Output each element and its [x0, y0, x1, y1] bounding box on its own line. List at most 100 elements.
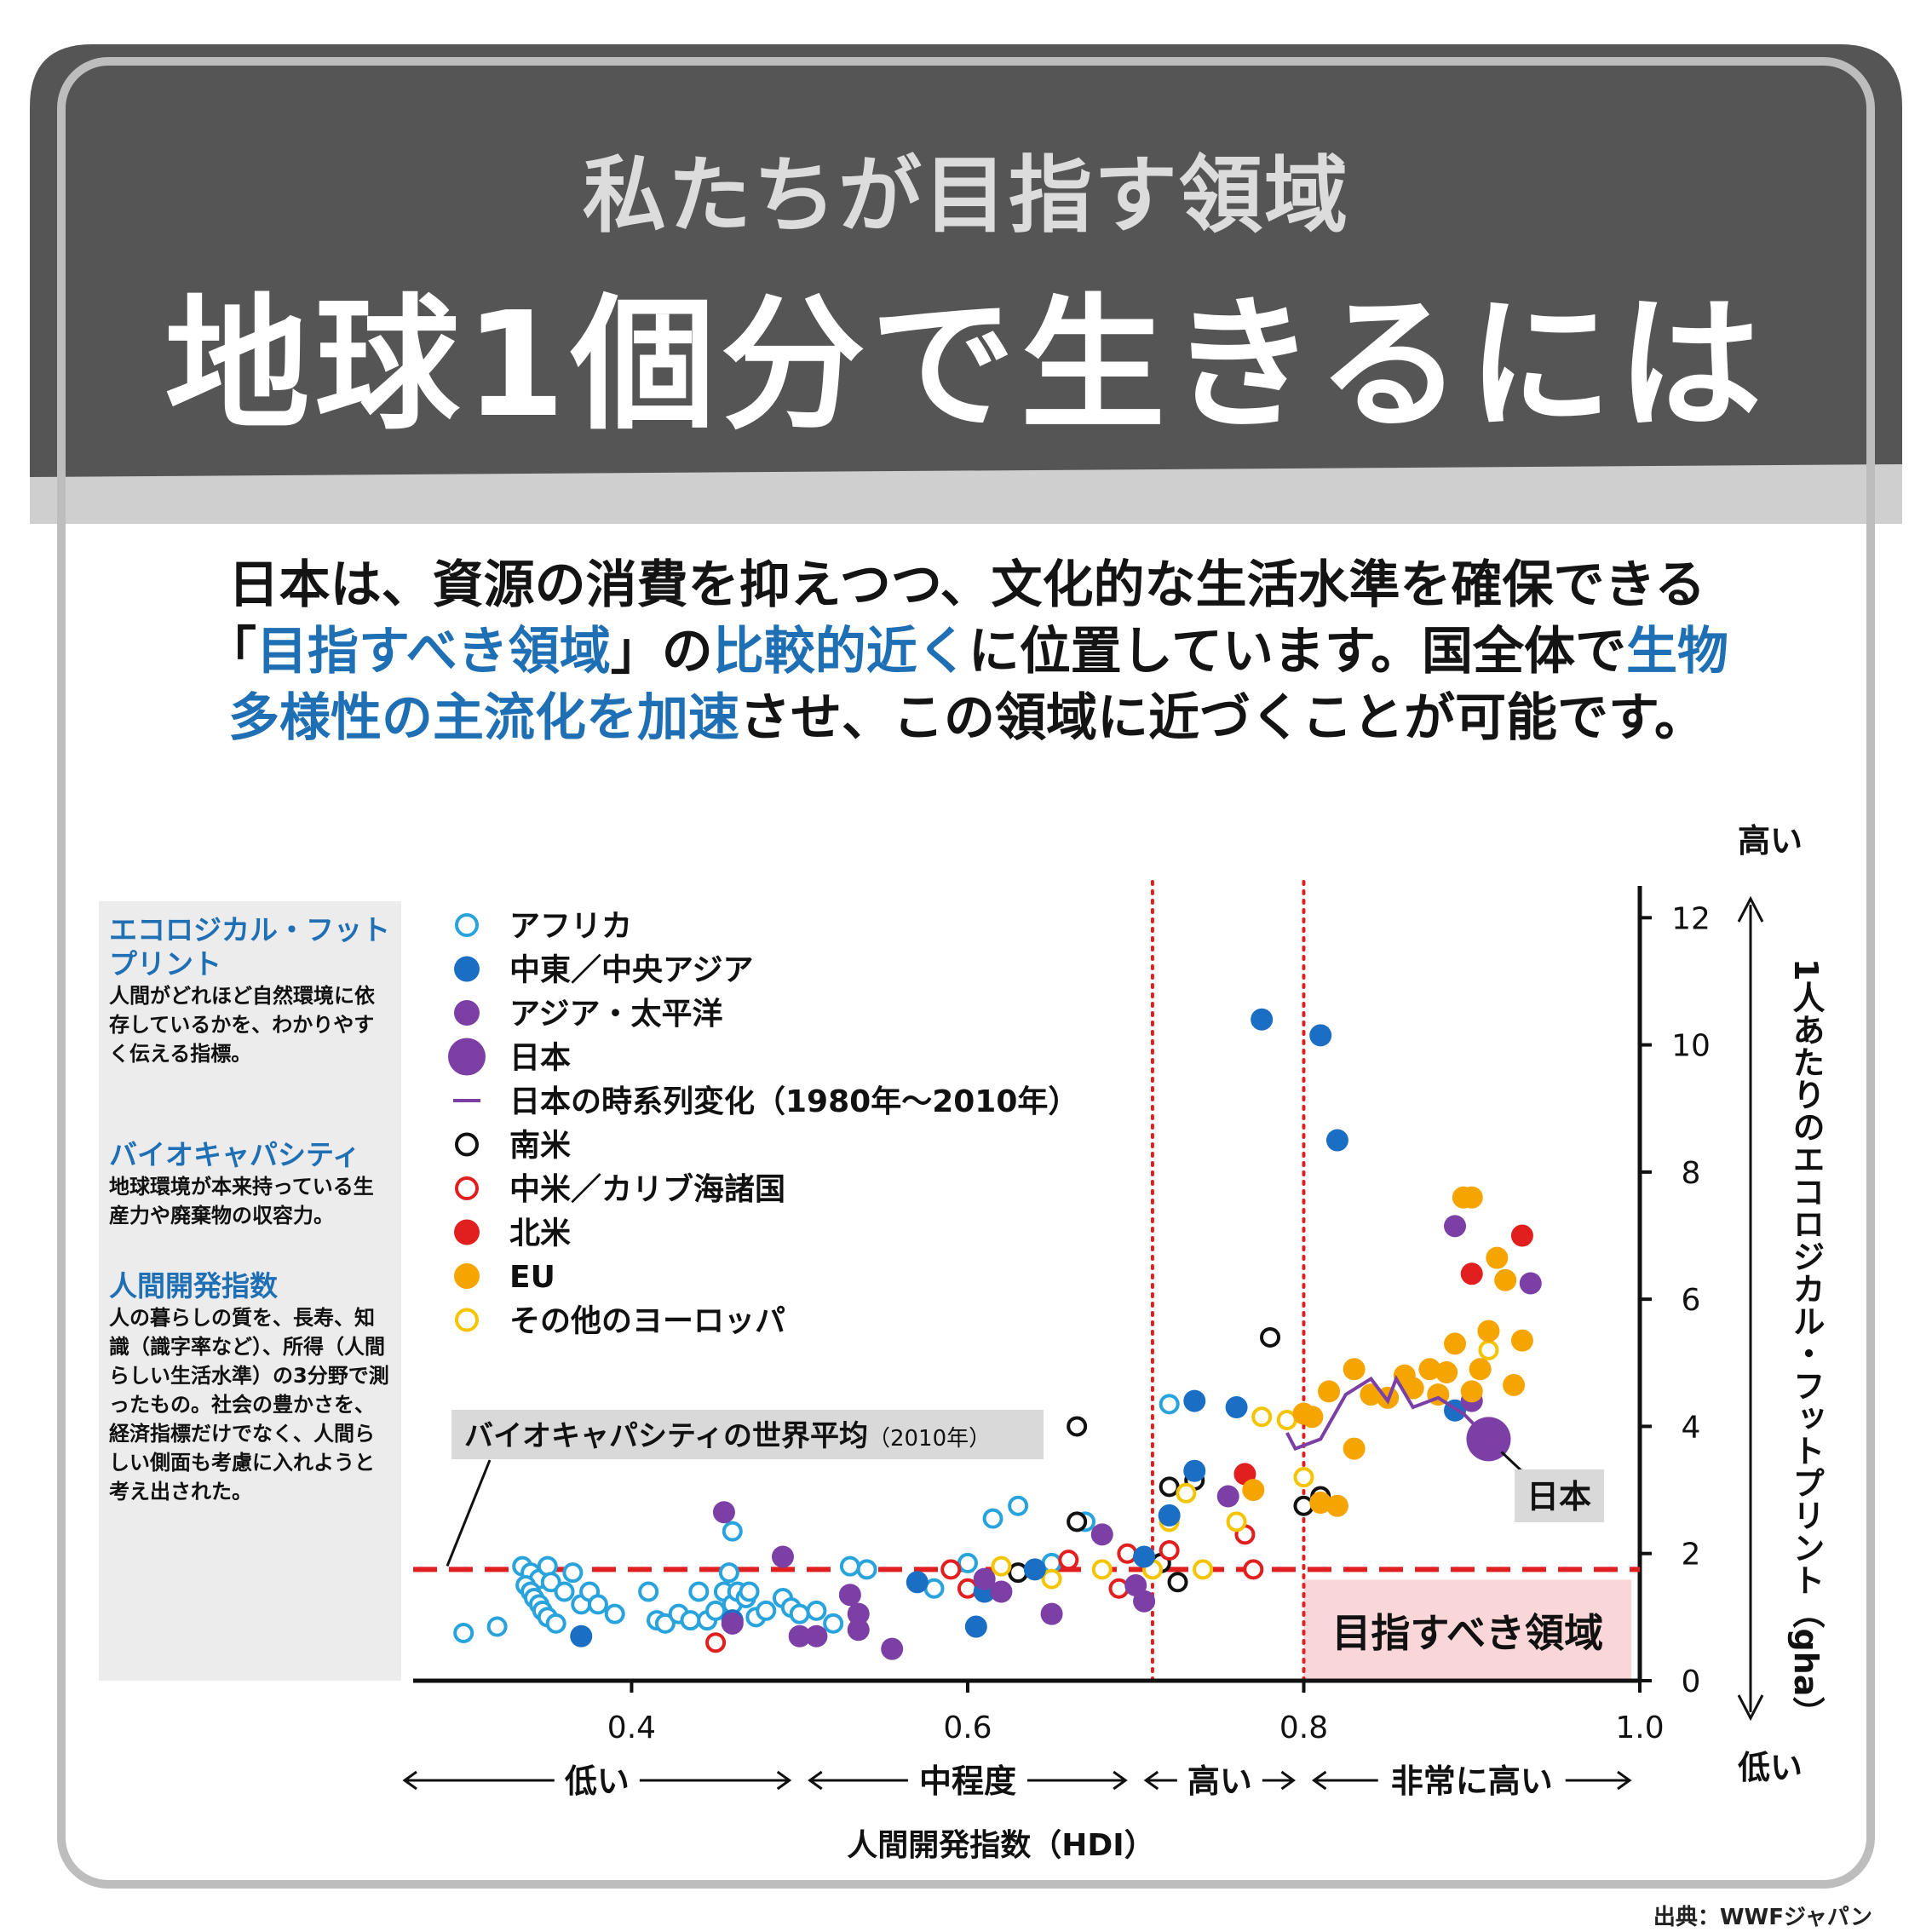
point-camerica	[1058, 1550, 1079, 1571]
x-tick-label: 0.6	[943, 1711, 992, 1745]
point-eu	[1309, 1492, 1332, 1515]
legend-marker-asia	[454, 1000, 480, 1026]
point-samerica	[1167, 1572, 1188, 1593]
point-africa	[756, 1600, 777, 1621]
point-asia	[990, 1580, 1013, 1603]
intro-line-1: 日本は、資源の消費を抑えつつ、文化的な生活水準を確保できる	[227, 555, 1706, 615]
point-eu	[1510, 1329, 1533, 1352]
point-eu	[1460, 1186, 1483, 1209]
point-asia	[805, 1624, 828, 1647]
point-africa	[486, 1616, 508, 1637]
point-eu	[1494, 1268, 1517, 1291]
point-asia	[838, 1584, 861, 1607]
point-mideast	[1158, 1504, 1181, 1527]
point-camerica	[1243, 1559, 1264, 1580]
point-africa	[654, 1613, 676, 1634]
point-africa	[789, 1603, 810, 1624]
def-title-footprint: エコロジカル・フットプリント	[109, 913, 390, 980]
point-eu	[1418, 1358, 1441, 1381]
point-africa	[1008, 1495, 1029, 1516]
point-mideast	[1251, 1008, 1274, 1031]
point-africa	[688, 1581, 710, 1602]
point-africa	[739, 1581, 760, 1602]
point-camerica	[957, 1578, 978, 1599]
point-eu	[1360, 1383, 1383, 1406]
point-africa	[806, 1600, 827, 1621]
hdi-category-arrowhead-left	[1311, 1770, 1327, 1791]
intro-highlight-bio: 生物	[1626, 622, 1728, 681]
def-title-biocapacity: バイオキャパシティ	[109, 1138, 361, 1171]
point-asia	[973, 1567, 996, 1590]
legend-label-samerica: 南米	[509, 1129, 571, 1164]
point-japan	[1466, 1417, 1511, 1462]
intro-highlight-mainstream: 多様性の主流化を加速	[228, 688, 739, 748]
point-asia	[1090, 1523, 1113, 1546]
point-namerica	[1460, 1262, 1483, 1285]
intro-line-3: 多様性の主流化を加速させ、この領域に近づくことが可能です。	[102, 685, 1831, 751]
biocapacity-label-box	[451, 1410, 1044, 1459]
legend-marker-oeurope	[455, 1308, 479, 1332]
point-eu	[1318, 1380, 1341, 1403]
y-axis-title: 1人あたりのエコロジカル・フットプリント（gha）	[1787, 958, 1825, 1728]
point-africa	[957, 1552, 978, 1573]
point-africa	[680, 1610, 701, 1631]
point-mideast	[906, 1571, 929, 1594]
point-eu	[1444, 1332, 1467, 1355]
point-africa	[604, 1603, 625, 1624]
point-asia	[847, 1619, 870, 1642]
point-eu	[1435, 1360, 1458, 1383]
point-africa	[1159, 1394, 1180, 1415]
point-eu	[1503, 1373, 1526, 1396]
intro-bracket-open: 「	[204, 622, 256, 681]
biocapacity-pointer-line	[446, 1459, 492, 1567]
point-oeurope	[1293, 1467, 1314, 1488]
japan-label-box	[1515, 1469, 1604, 1522]
point-africa	[545, 1613, 566, 1634]
point-mideast	[964, 1615, 987, 1638]
point-mideast	[1183, 1389, 1206, 1412]
y-tick-label: 4	[1682, 1410, 1701, 1445]
legend-label-japan: 日本	[509, 1041, 571, 1076]
source-credit: 出典：WWFジャパン	[1653, 1905, 1872, 1930]
point-africa	[638, 1581, 659, 1602]
japan-label: 日本	[1527, 1478, 1591, 1515]
legend-marker-namerica	[454, 1219, 480, 1245]
x-tick-label: 0.8	[1279, 1711, 1328, 1745]
point-mideast	[1023, 1558, 1046, 1581]
point-camerica	[1159, 1539, 1180, 1561]
hdi-category-arrowhead-left	[402, 1770, 417, 1791]
point-mideast	[1183, 1459, 1206, 1482]
point-eu	[1242, 1479, 1265, 1502]
point-asia	[712, 1501, 735, 1524]
point-asia	[1216, 1485, 1239, 1508]
legend-marker-eu	[454, 1263, 480, 1289]
header-title: 地球1個分で生きるには	[164, 281, 1768, 450]
point-camerica	[1117, 1543, 1138, 1564]
legend-label-japan_ts: 日本の時系列変化（1980年～2010年）	[509, 1084, 1078, 1119]
hdi-category-label: 高い	[1187, 1762, 1252, 1800]
y-axis-arrow-up-head	[1737, 895, 1764, 923]
point-asia	[1444, 1215, 1467, 1238]
point-africa	[982, 1508, 1003, 1529]
point-asia	[881, 1637, 904, 1660]
point-africa	[839, 1555, 860, 1577]
point-africa	[562, 1562, 584, 1584]
header-subtitle: 私たちが目指す領域	[582, 147, 1349, 244]
y-tick-label: 10	[1671, 1029, 1711, 1064]
hdi-category-arrowhead-right	[776, 1770, 792, 1791]
x-tick-label: 0.4	[607, 1711, 656, 1745]
point-eu	[1469, 1358, 1492, 1381]
point-africa	[705, 1600, 727, 1621]
y-tick-label: 2	[1682, 1538, 1701, 1573]
point-eu	[1460, 1380, 1483, 1403]
point-samerica	[1067, 1416, 1088, 1437]
y-tick-label: 12	[1671, 901, 1711, 936]
legend-label-eu: EU	[509, 1260, 555, 1295]
point-africa	[722, 1521, 743, 1542]
point-eu	[1343, 1437, 1366, 1460]
point-camerica	[1108, 1578, 1130, 1599]
hdi-category-label: 低い	[565, 1762, 630, 1800]
legend-label-asia: アジア・太平洋	[509, 997, 723, 1032]
legend-marker-camerica	[455, 1176, 479, 1200]
